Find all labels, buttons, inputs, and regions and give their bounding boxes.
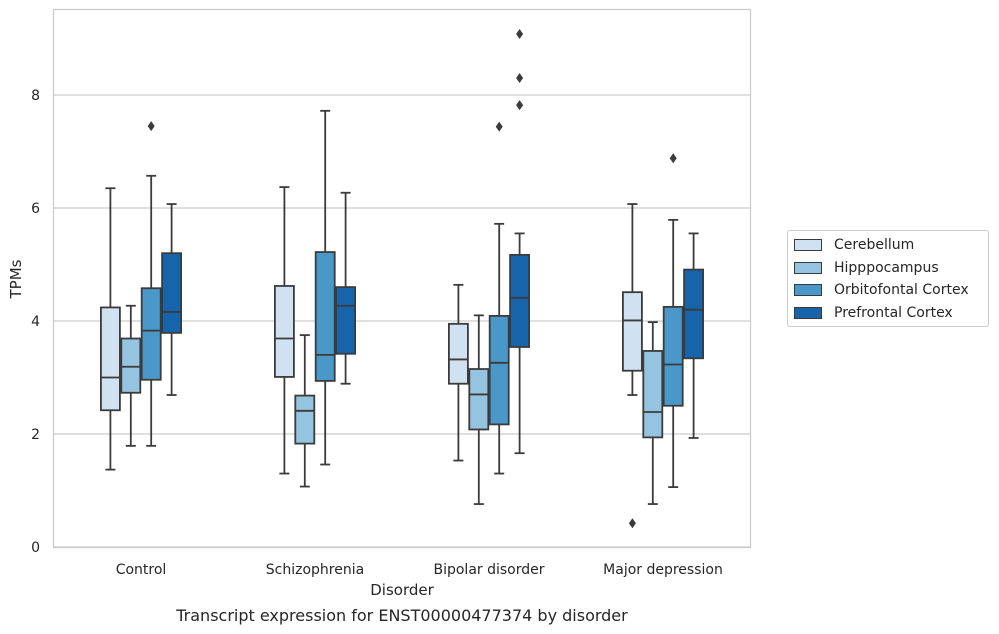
legend-label: Prefrontal Cortex xyxy=(834,304,953,321)
box-iqr xyxy=(488,315,510,426)
outlier-point xyxy=(669,153,677,164)
y-tick-labels: 0 2 4 6 8 xyxy=(31,88,40,556)
box-prefrontal-cortex xyxy=(161,203,183,396)
box-iqr xyxy=(335,286,357,355)
box-iqr xyxy=(642,350,664,439)
x-tick-label: Control xyxy=(116,562,167,578)
box-iqr xyxy=(120,337,142,394)
legend-label: Cerebellum xyxy=(834,237,915,253)
box-iqr xyxy=(314,251,336,382)
box-iqr xyxy=(294,394,316,445)
box-iqr xyxy=(447,322,469,385)
legend-label: Orbitofontal Cortex xyxy=(834,282,969,298)
legend-swatch xyxy=(794,239,822,251)
box-prefrontal-cortex xyxy=(683,232,704,439)
x-tick-label: Schizophrenia xyxy=(266,562,364,578)
outlier-point xyxy=(147,121,155,132)
x-tick-labels: Control Schizophrenia Bipolar disorder Majo… xyxy=(116,562,723,578)
legend-item: Hipppocampus xyxy=(794,258,939,278)
box-iqr xyxy=(662,305,684,407)
boxes xyxy=(100,28,704,529)
outlier-point xyxy=(495,121,503,132)
box-iqr xyxy=(100,306,121,412)
y-tick-label: 8 xyxy=(31,88,40,104)
box-iqr xyxy=(622,291,643,372)
box-hipppocampus xyxy=(294,334,316,488)
x-tick-label: Bipolar disorder xyxy=(433,562,544,578)
box-hipppocampus xyxy=(120,304,142,447)
box-cerebellum xyxy=(447,283,469,462)
y-tick-label: 4 xyxy=(31,314,40,330)
outlier-point xyxy=(516,28,524,39)
y-tick-label: 6 xyxy=(31,201,40,217)
box-cerebellum xyxy=(100,187,121,471)
x-axis-label: Disorder xyxy=(370,581,434,599)
outlier-point xyxy=(628,518,636,529)
outlier-point xyxy=(516,100,524,111)
box-iqr xyxy=(140,287,162,381)
y-tick-label: 0 xyxy=(31,540,40,556)
y-axis-label: TPMs xyxy=(7,259,25,299)
outlier-point xyxy=(516,73,524,84)
legend-item: Prefrontal Cortex xyxy=(794,303,953,323)
box-cerebellum xyxy=(622,203,643,529)
box-orbitofontal-cortex xyxy=(140,121,162,447)
box-iqr xyxy=(468,368,490,431)
plot-frame xyxy=(52,8,752,549)
box-cerebellum xyxy=(273,186,295,475)
y-tick-label: 2 xyxy=(31,427,40,443)
legend-item: Orbitofontal Cortex xyxy=(794,280,969,300)
legend-swatch xyxy=(794,306,822,319)
box-prefrontal-cortex xyxy=(509,28,531,455)
box-hipppocampus xyxy=(642,321,664,505)
box-iqr xyxy=(683,268,704,360)
box-iqr xyxy=(509,253,531,348)
legend: Cerebellum Hipppocampus Orbitofontal Corte… xyxy=(787,230,989,327)
box-iqr xyxy=(161,252,183,334)
x-tick-label: Major depression xyxy=(603,562,723,578)
legend-item: Cerebellum xyxy=(794,235,914,255)
box-hipppocampus xyxy=(468,314,490,505)
box-orbitofontal-cortex xyxy=(662,153,684,489)
legend-label: Hipppocampus xyxy=(834,259,939,276)
box-orbitofontal-cortex xyxy=(314,109,336,466)
box-orbitofontal-cortex xyxy=(488,121,510,475)
legend-swatch xyxy=(794,284,822,296)
legend-swatch xyxy=(794,261,822,274)
box-prefrontal-cortex xyxy=(335,191,357,385)
chart-caption: Transcript expression for ENST0000047737… xyxy=(176,606,628,625)
box-iqr xyxy=(273,285,295,378)
